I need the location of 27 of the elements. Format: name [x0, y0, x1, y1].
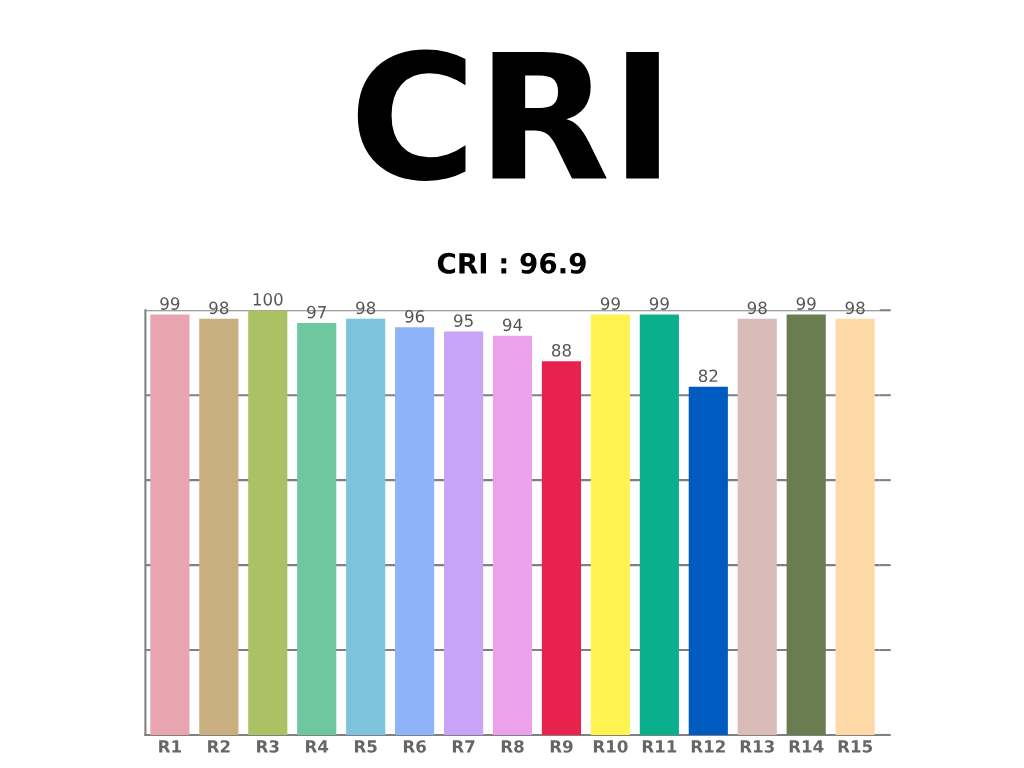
data-label: 99: [600, 297, 620, 310]
x-tick-label: R3: [257, 740, 279, 753]
data-label: 100: [253, 293, 283, 306]
x-tick-label: R9: [550, 740, 573, 753]
data-label: 99: [796, 297, 816, 310]
chart-subtitle: CRI : 96.9: [437, 252, 586, 274]
data-label: 94: [502, 318, 523, 332]
x-tick-label: R6: [403, 740, 426, 753]
x-tick-label: R7: [452, 740, 475, 753]
x-tick-label: R2: [208, 740, 230, 753]
x-tick-label: R14: [789, 740, 824, 753]
data-label: 99: [649, 297, 669, 310]
data-label: 96: [405, 310, 425, 323]
data-label: 82: [698, 369, 718, 383]
x-tick-label: R8: [501, 740, 524, 753]
chart-title: CRI: [357, 49, 659, 181]
x-tick-label: R11: [642, 740, 677, 753]
x-tick-label: R13: [740, 740, 774, 753]
x-tick-label: R4: [306, 740, 329, 753]
data-label: 88: [551, 344, 571, 357]
x-tick-label: R1: [159, 740, 181, 753]
x-tick-label: R15: [838, 740, 872, 753]
x-tick-label: R10: [593, 740, 628, 753]
data-label: 99: [160, 297, 180, 310]
data-label: 95: [454, 314, 473, 327]
x-tick-label: R12: [691, 740, 725, 753]
x-tick-label: R5: [354, 740, 377, 753]
